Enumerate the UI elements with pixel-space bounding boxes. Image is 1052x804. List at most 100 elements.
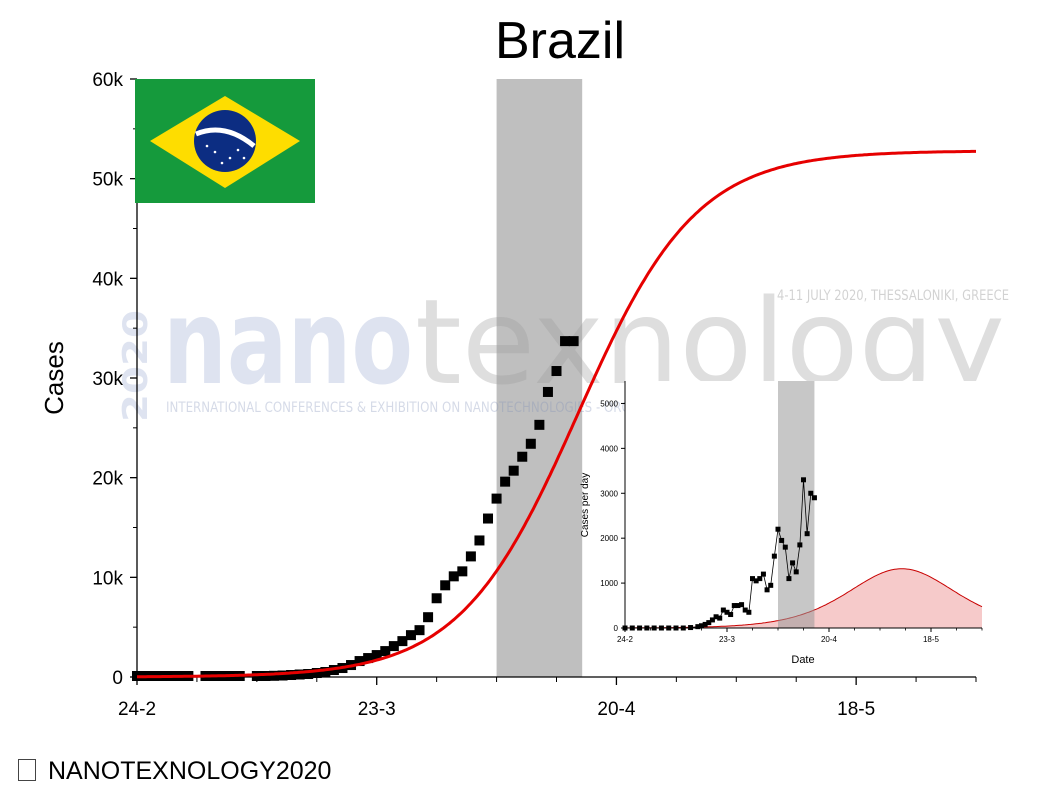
data-point [286, 670, 297, 681]
y-tick-label: 0 [112, 668, 123, 689]
y-tick-label: 30k [92, 369, 123, 390]
inset-data-point [724, 609, 730, 615]
data-point [388, 641, 399, 652]
data-point [560, 336, 571, 347]
watermark-nano: nano [163, 273, 413, 411]
inset-x-tick-label: 23-3 [719, 635, 736, 644]
chart-title: Brazil [495, 12, 625, 70]
inset-data-point [709, 617, 715, 623]
data-point [354, 656, 365, 667]
inset-data-point [793, 569, 799, 575]
data-point [320, 667, 331, 678]
data-point [397, 636, 408, 647]
footer-checkbox-icon [18, 759, 36, 781]
main-fit-curve [137, 149, 976, 679]
inset-shaded-band [778, 381, 815, 628]
data-point [440, 580, 451, 591]
inset-data-point [742, 607, 748, 613]
data-point [542, 386, 553, 397]
inset-axes: 0 1000 2000 3000 4000 5000 24-2 23-3 20-4 18-5 [600, 381, 983, 644]
y-tick-label: 20k [92, 469, 123, 490]
y-tick-label: 50k [92, 170, 123, 191]
data-point [483, 513, 494, 524]
inset-data-point [786, 576, 792, 582]
inset-data-point [706, 620, 712, 626]
data-point [491, 493, 502, 504]
inset-y-axis-label: Cases per day [580, 473, 591, 537]
fit-line [137, 149, 976, 679]
inset-data-point [695, 624, 701, 630]
data-point [294, 669, 305, 680]
inset-data-point [775, 526, 781, 532]
inset-data-point [739, 602, 745, 608]
inset-fit-fill [625, 568, 982, 628]
data-point [500, 476, 511, 487]
inset-data-point [768, 582, 774, 588]
data-point [423, 612, 434, 623]
data-point [465, 551, 476, 562]
inset-data-point [760, 571, 766, 577]
brazil-flag [135, 79, 315, 203]
data-point [525, 438, 536, 449]
inset-x-tick-label: 20-4 [821, 635, 838, 644]
inset-data-point [713, 614, 719, 620]
inset-data-point [797, 542, 803, 548]
inset-data-point [790, 560, 796, 566]
data-point [371, 650, 382, 661]
inset-chart: 0 1000 2000 3000 4000 5000 24-2 23-3 20-4 18-5 Ca… [580, 381, 983, 666]
inset-data-point [702, 621, 708, 627]
x-tick-label: 23-3 [358, 699, 396, 720]
inset-data-point [757, 576, 763, 582]
inset-data-point [731, 603, 737, 609]
inset-shaded-band-rect [778, 381, 815, 628]
inset-data-point [771, 553, 777, 559]
inset-data-point [728, 612, 734, 618]
data-point [474, 535, 485, 546]
inset-data-point [735, 603, 741, 609]
data-point [551, 366, 562, 377]
data-point [363, 653, 374, 664]
inset-x-tick-label: 24-2 [617, 635, 634, 644]
data-point [380, 646, 391, 657]
y-tick-label: 10k [92, 568, 123, 589]
inset-data-point [808, 490, 814, 496]
data-point [260, 671, 271, 682]
inset-data-point [750, 576, 755, 582]
inset-data-point [801, 477, 806, 483]
shaded-band [496, 79, 583, 677]
lockdown-shaded-band [496, 79, 583, 677]
x-tick-label: 18-5 [837, 699, 875, 720]
data-point [303, 669, 314, 680]
inset-data-point [746, 609, 752, 615]
inset-data-point [717, 615, 723, 621]
x-tick-label: 20-4 [597, 699, 635, 720]
y-tick-label: 40k [92, 269, 123, 290]
inset-data-point [720, 607, 726, 613]
main-axes: 0 10k 20k 30k 40k 50k 60k 24-2 23-3 20-4 18-5 [92, 70, 977, 720]
data-point [534, 419, 545, 430]
data-point [414, 625, 425, 636]
inset-y-tick-label: 3000 [600, 489, 618, 498]
inset-data-point [804, 531, 810, 537]
inset-y-tick-label: 0 [614, 624, 619, 633]
inset-data-point [764, 587, 770, 593]
inset-y-tick-label: 2000 [600, 534, 618, 543]
watermark-event-line: 4-11 JULY 2020, THESSALONIKI, GREECE [777, 288, 1009, 304]
data-point [431, 593, 442, 604]
inset-data-point [779, 537, 785, 543]
data-point [457, 566, 468, 577]
inset-y-tick-label: 5000 [600, 399, 618, 408]
inset-data-point [782, 544, 788, 550]
data-point [517, 451, 528, 462]
inset-y-tick-label: 1000 [600, 579, 618, 588]
data-point [311, 668, 322, 679]
data-point [405, 630, 416, 641]
data-point [268, 670, 279, 681]
inset-y-tick-label: 4000 [600, 444, 618, 453]
footer: NANOTEXNOLOGY2020 [18, 757, 331, 786]
x-tick-label: 24-2 [118, 699, 156, 720]
watermark-year: 2020 [116, 310, 156, 422]
inset-data-point [699, 623, 704, 629]
y-tick-label: 60k [92, 70, 123, 91]
